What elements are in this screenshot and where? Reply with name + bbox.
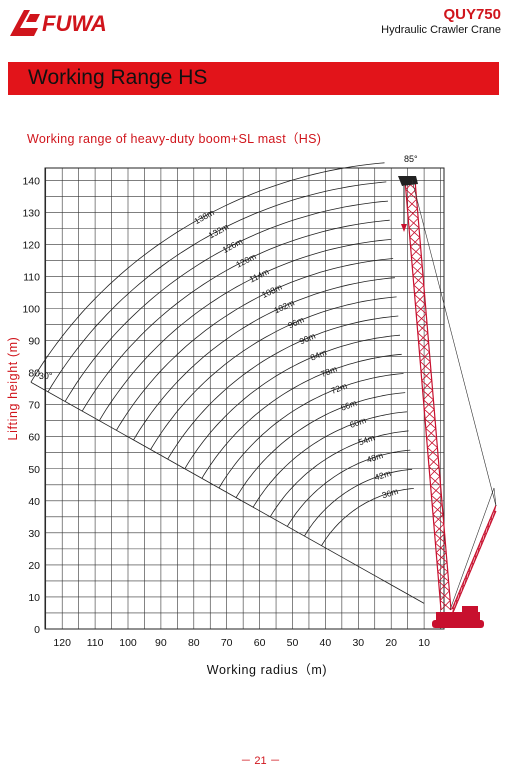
boom-label: 84m <box>309 347 328 363</box>
boom-label: 114m <box>248 266 271 284</box>
y-tick-label: 110 <box>23 271 40 283</box>
boom-arc-84m <box>184 334 401 470</box>
x-tick-label: 110 <box>87 637 104 649</box>
chart-title: Working range of heavy-duty boom+SL mast… <box>27 132 322 146</box>
boom-label: 60m <box>348 415 367 430</box>
x-tick-label: 20 <box>385 637 397 649</box>
boom-label: 96m <box>286 314 305 330</box>
boom-label: 72m <box>329 381 348 396</box>
section-title: Working Range HS <box>28 66 208 89</box>
boom-label: 120m <box>234 251 257 270</box>
y-tick-label: 20 <box>28 560 40 572</box>
boom-arc-138m <box>30 162 385 383</box>
x-tick-label: 80 <box>188 637 200 649</box>
min-angle-label: 30° <box>39 371 53 381</box>
y-tick-label: 0 <box>34 624 40 636</box>
boom-arc-48m <box>286 449 411 527</box>
x-tick-label: 90 <box>155 637 167 649</box>
boom-label: 54m <box>357 432 376 447</box>
model-name: QUY750 <box>443 6 501 23</box>
x-tick-label: 30 <box>352 637 364 649</box>
boom-label: 108m <box>260 282 283 300</box>
boom-arc-66m <box>235 392 406 498</box>
boom-label: 126m <box>221 236 244 255</box>
boom-label: 36m <box>381 486 400 500</box>
y-tick-label: 80 <box>28 368 40 380</box>
y-tick-label: 30 <box>28 528 40 540</box>
x-tick-label: 60 <box>254 637 266 649</box>
model-subtitle: Hydraulic Crawler Crane <box>381 24 501 36</box>
boom-label: 90m <box>298 331 317 347</box>
boom-arc-36m <box>321 488 414 546</box>
crane-illustration <box>398 176 497 628</box>
y-tick-label: 140 <box>22 175 40 187</box>
x-tick-label: 50 <box>287 637 299 649</box>
boom-label: 78m <box>319 364 338 379</box>
x-tick-label: 120 <box>53 637 71 649</box>
boom-label: 48m <box>365 450 384 465</box>
boom-arc-42m <box>304 468 413 537</box>
fuwa-logo: FUWA <box>8 8 128 38</box>
boom-arc-90m <box>167 315 399 460</box>
boom-label: 42m <box>373 468 392 483</box>
x-tick-label: 70 <box>221 637 233 649</box>
y-tick-label: 100 <box>22 304 40 316</box>
min-angle-line <box>30 381 425 604</box>
max-angle-label: 85° <box>404 154 418 164</box>
y-tick-label: 70 <box>28 400 40 412</box>
plot-frame <box>44 167 445 630</box>
x-axis-title: Working radius（m) <box>207 663 327 677</box>
boom-arc-60m <box>252 411 407 508</box>
y-tick-label: 120 <box>22 239 40 251</box>
boom-arc-96m <box>150 296 397 450</box>
boom-arc-108m <box>116 258 394 431</box>
y-tick-label: 130 <box>22 207 40 219</box>
boom-arc-114m <box>98 239 392 421</box>
y-tick-label: 50 <box>28 464 40 476</box>
y-axis-title: Lifting height (m) <box>6 337 20 441</box>
boom-arc-54m <box>269 430 409 518</box>
section-banner: Working Range HS <box>8 62 499 95</box>
boom-arc-102m <box>133 277 395 441</box>
brand-name: FUWA <box>42 11 107 36</box>
y-tick-label: 60 <box>28 432 40 444</box>
y-tick-label: 90 <box>28 336 40 348</box>
boom-arc-132m <box>47 181 387 393</box>
boom-arc-120m <box>81 219 390 412</box>
y-tick-label: 10 <box>28 592 40 604</box>
boom-label: 138m <box>192 207 215 226</box>
y-tick-label: 40 <box>28 496 40 508</box>
boom-arc-78m <box>201 353 402 479</box>
x-tick-label: 40 <box>320 637 332 649</box>
page-number: － 21 － <box>240 755 281 767</box>
x-tick-label: 10 <box>418 637 430 649</box>
fuwa-logo-icon <box>10 10 40 36</box>
x-tick-label: 100 <box>119 637 137 649</box>
boom-arc-126m <box>64 200 389 402</box>
boom-arc-72m <box>218 373 404 489</box>
